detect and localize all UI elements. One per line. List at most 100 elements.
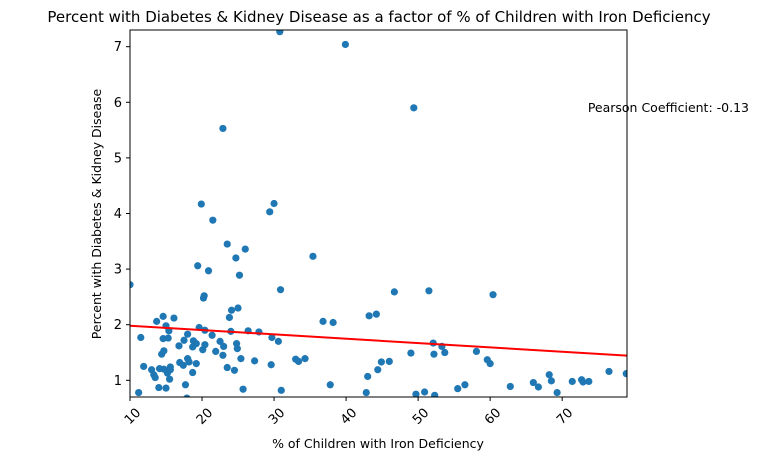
pearson-annotation: Pearson Coefficient: -0.13 [588, 100, 749, 115]
data-point [534, 383, 543, 391]
x-tick-label: 50 [410, 406, 432, 428]
data-point [362, 388, 370, 397]
data-point [251, 357, 259, 365]
data-point [164, 334, 172, 342]
data-point [159, 312, 167, 320]
data-point [377, 358, 385, 366]
data-point [220, 342, 228, 350]
y-tick-label: 1 [114, 374, 122, 389]
data-point [135, 388, 143, 397]
data-point [204, 267, 213, 275]
data-point [319, 317, 327, 325]
data-point [227, 306, 236, 314]
data-point [276, 286, 285, 294]
chart-title: Percent with Diabetes & Kidney Disease a… [47, 8, 710, 26]
data-point [166, 363, 174, 371]
x-axis-label: % of Children with Iron Deficiency [272, 436, 484, 451]
data-point [276, 30, 284, 36]
data-point [232, 254, 240, 262]
data-point [421, 388, 429, 396]
data-point [374, 366, 382, 374]
data-point [192, 340, 200, 348]
x-tick-label: 70 [554, 406, 576, 428]
x-tick-label: 60 [482, 406, 504, 428]
data-point [268, 333, 276, 342]
scatter-points [130, 30, 627, 397]
data-point [622, 370, 627, 378]
data-point [208, 331, 216, 339]
y-tick-label: 6 [114, 96, 122, 111]
data-point [166, 375, 174, 383]
y-tick-label: 2 [114, 318, 122, 333]
data-point [579, 378, 587, 386]
data-point [130, 281, 134, 289]
data-point [140, 362, 148, 371]
data-point [189, 368, 197, 377]
data-point [430, 350, 438, 358]
y-tick-label: 3 [114, 263, 122, 278]
data-point [568, 377, 576, 386]
data-point [267, 361, 275, 369]
data-point [235, 271, 244, 279]
data-point [180, 336, 188, 344]
data-point [553, 388, 561, 397]
y-axis-ticks: 1 2 3 4 5 6 7 [114, 40, 130, 389]
y-tick-label: 5 [114, 151, 122, 166]
data-point [486, 360, 494, 368]
regression-line-layer [130, 324, 627, 357]
data-point [230, 366, 239, 374]
data-point [234, 304, 242, 312]
data-point [216, 337, 224, 345]
data-point [233, 345, 241, 353]
data-point [225, 313, 233, 322]
data-point [605, 367, 613, 376]
data-point [209, 216, 217, 224]
data-point [151, 373, 159, 382]
data-point [506, 382, 514, 391]
data-point [194, 262, 202, 270]
data-point [372, 310, 380, 318]
data-point [341, 40, 349, 49]
data-point [441, 348, 449, 357]
data-point [183, 394, 191, 397]
data-point [461, 381, 469, 389]
x-tick-label: 10 [122, 406, 144, 428]
y-axis-label: Percent with Diabetes & Kidney Disease [89, 88, 104, 339]
data-point [201, 341, 209, 349]
y-tick-label: 4 [114, 207, 122, 222]
data-point [489, 291, 497, 299]
data-point [153, 317, 161, 325]
data-point [223, 240, 231, 248]
data-point [223, 363, 231, 372]
data-point [425, 287, 433, 295]
data-point [407, 349, 415, 357]
data-point [431, 391, 439, 397]
data-point [137, 333, 145, 342]
data-point [192, 360, 200, 368]
data-point [472, 347, 481, 355]
data-point [364, 372, 372, 381]
data-point [239, 385, 247, 393]
data-point [219, 351, 227, 359]
data-point [197, 200, 205, 208]
data-point [390, 288, 398, 296]
data-point [412, 390, 420, 397]
data-point [160, 347, 168, 355]
data-point [326, 381, 334, 389]
data-point [545, 371, 553, 379]
data-point [585, 377, 593, 386]
x-tick-label: 40 [338, 406, 360, 428]
x-tick-label: 30 [266, 406, 288, 428]
data-point [301, 355, 309, 363]
y-tick-label: 7 [114, 40, 122, 55]
data-point [385, 357, 393, 366]
data-point [529, 378, 537, 387]
data-point [241, 245, 249, 253]
data-point [162, 384, 170, 392]
data-point [184, 330, 192, 338]
data-point [277, 386, 285, 394]
data-point [410, 104, 418, 112]
x-tick-label: 20 [194, 406, 216, 428]
data-point [329, 318, 337, 327]
